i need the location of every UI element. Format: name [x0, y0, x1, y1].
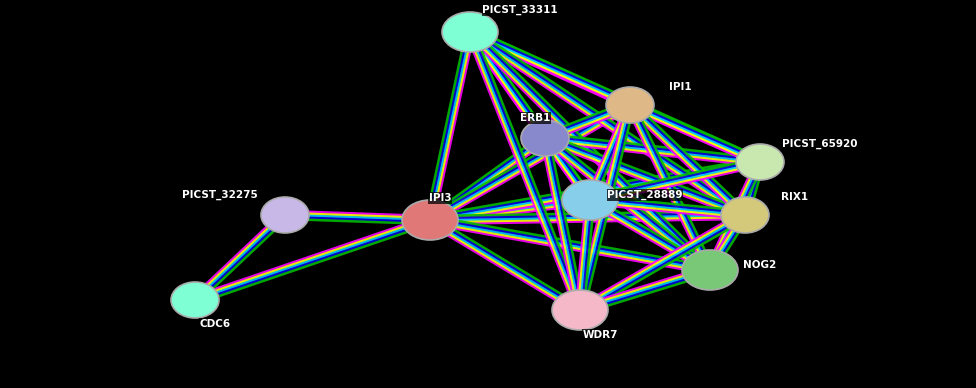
Ellipse shape: [552, 290, 608, 330]
Text: PICST_65920: PICST_65920: [782, 139, 858, 149]
Text: ERB1: ERB1: [520, 113, 550, 123]
Ellipse shape: [606, 87, 654, 123]
Ellipse shape: [521, 120, 569, 156]
Text: PICST_32275: PICST_32275: [183, 190, 258, 200]
Ellipse shape: [682, 250, 738, 290]
Ellipse shape: [402, 200, 458, 240]
Ellipse shape: [562, 180, 618, 220]
Ellipse shape: [721, 197, 769, 233]
Text: IPI1: IPI1: [669, 82, 691, 92]
Text: IPI3: IPI3: [428, 193, 451, 203]
Text: WDR7: WDR7: [583, 330, 618, 340]
Ellipse shape: [171, 282, 219, 318]
Text: PICST_33311: PICST_33311: [482, 5, 558, 15]
Text: PICST_28889: PICST_28889: [607, 190, 683, 200]
Ellipse shape: [261, 197, 309, 233]
Ellipse shape: [442, 12, 498, 52]
Ellipse shape: [736, 144, 784, 180]
Text: RIX1: RIX1: [782, 192, 808, 202]
Text: NOG2: NOG2: [744, 260, 777, 270]
Text: CDC6: CDC6: [199, 319, 230, 329]
